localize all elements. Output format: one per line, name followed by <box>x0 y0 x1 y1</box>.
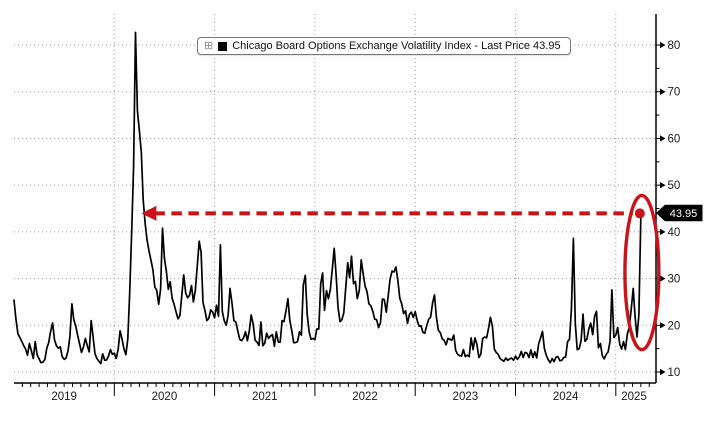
table-grid-icon: ⊞ <box>204 39 214 52</box>
y-tick-label: 30 <box>668 274 681 286</box>
y-tick-label: 50 <box>668 180 681 192</box>
vix-price-line <box>13 31 642 365</box>
price-flag-shape <box>656 204 703 222</box>
legend[interactable]: ⊞ Chicago Board Options Exchange Volatil… <box>197 37 571 55</box>
y-tick-arrow-icon <box>660 275 666 282</box>
x-tick-label: 2024 <box>553 391 579 403</box>
x-tick-label: 2025 <box>621 391 647 403</box>
y-tick-label: 80 <box>668 40 681 52</box>
x-tick-label: 2019 <box>51 391 77 403</box>
y-tick-label: 20 <box>668 320 681 332</box>
y-tick-label: 60 <box>668 133 681 145</box>
y-tick-arrow-icon <box>660 368 666 376</box>
y-tick-arrow-icon <box>660 181 666 189</box>
y-tick-arrow-icon <box>660 41 666 49</box>
highlight-ellipse <box>623 193 661 352</box>
last-price-value: 43.95 <box>670 208 698 220</box>
y-tick-arrow-icon <box>660 322 666 329</box>
y-tick-arrow-icon <box>660 228 666 236</box>
arrowhead-left-icon <box>141 205 157 221</box>
y-tick-label: 70 <box>668 87 681 99</box>
y-tick-label: 10 <box>668 367 681 379</box>
legend-label: Chicago Board Options Exchange Volatilit… <box>232 40 561 52</box>
x-tick-label: 2021 <box>252 391 278 403</box>
last-price-badge: 43.95 <box>656 204 703 222</box>
series-swatch-icon <box>218 41 228 51</box>
arrow-origin-dot <box>634 208 645 219</box>
y-tick-arrow-icon <box>660 135 666 142</box>
x-tick-label: 2020 <box>152 391 178 403</box>
y-tick-arrow-icon <box>660 88 666 95</box>
x-tick-label: 2022 <box>352 391 378 403</box>
y-tick-label: 40 <box>668 227 681 239</box>
x-tick-label: 2023 <box>453 391 479 403</box>
